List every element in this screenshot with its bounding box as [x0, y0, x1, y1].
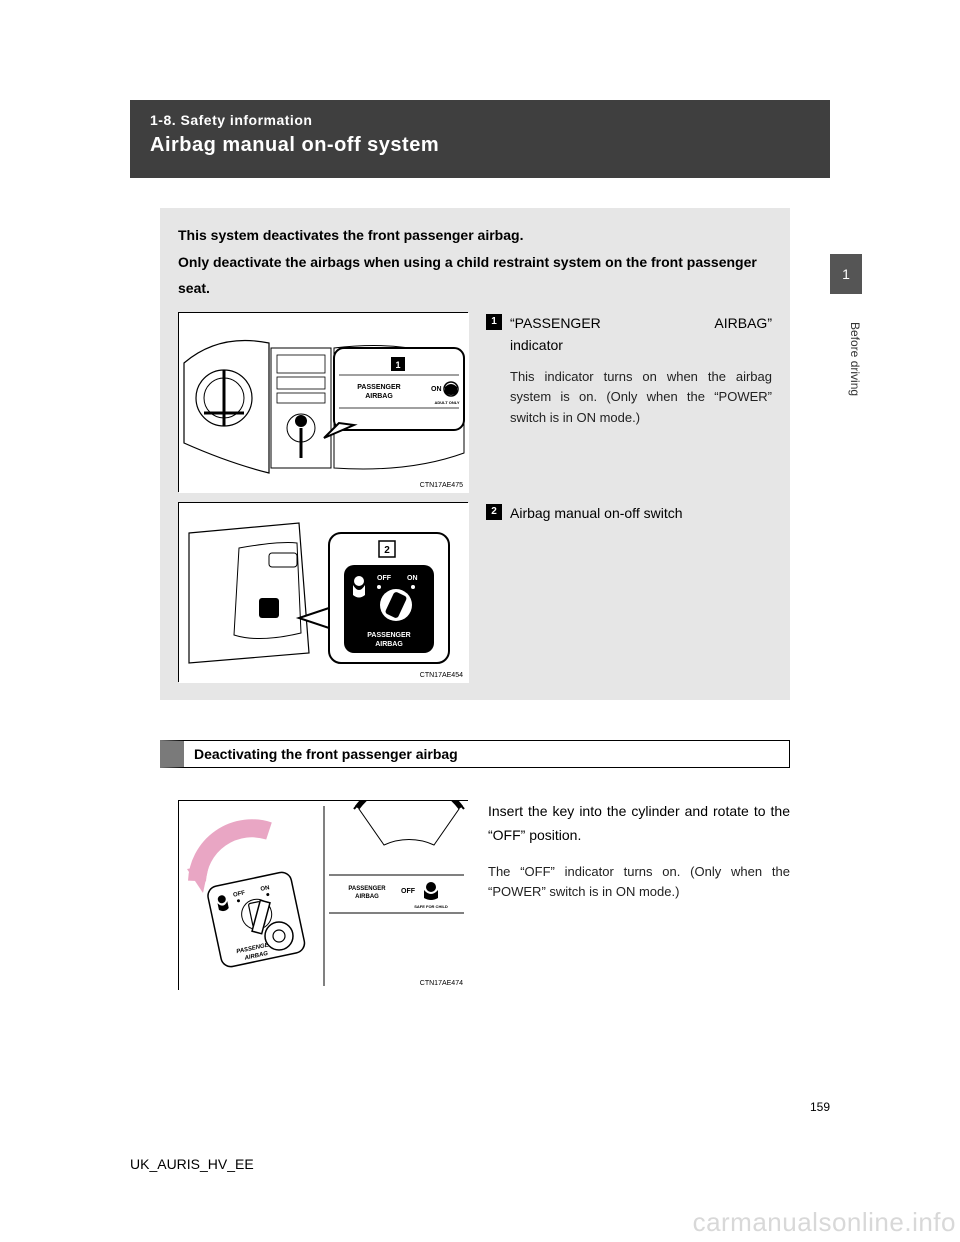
figure-2-svg: 2 OFF ON PASSENGER AIRBAG [179, 503, 469, 683]
item-1-copy: 1 “PASSENGERAIRBAG” indicator This indic… [486, 312, 772, 492]
svg-text:2: 2 [384, 545, 390, 556]
svg-text:ON: ON [407, 575, 418, 582]
svg-text:ADULT ONLY: ADULT ONLY [434, 400, 459, 405]
item-2-lead-text: Airbag manual on-off switch [510, 502, 772, 524]
chapter-label: Before driving [830, 322, 862, 396]
figure-1-svg: 1 PASSENGER AIRBAG ON ADULT ONLY [179, 313, 469, 493]
svg-text:ON: ON [431, 386, 442, 393]
item-2-copy: 2 Airbag manual on-off switch [486, 502, 772, 682]
page-number: 159 [810, 1100, 830, 1114]
watermark: carmanualsonline.info [693, 1207, 956, 1238]
svg-text:OFF: OFF [401, 888, 416, 895]
row-2: 2 OFF ON PASSENGER AIRBAG CTN17AE [178, 502, 772, 682]
item-2-lead: 2 Airbag manual on-off switch [486, 502, 772, 524]
item-1-desc: This indicator turns on when the airbag … [486, 367, 772, 429]
intro-box: This system deactivates the front passen… [160, 208, 790, 700]
figure-3-svg: OFF ON PASSENGER AIRBAG [179, 801, 469, 991]
svg-text:PASSENGER: PASSENGER [357, 384, 400, 391]
document-code: UK_AURIS_HV_EE [130, 1156, 254, 1172]
section-label: 1-8. Safety information [150, 112, 810, 128]
chapter-number: 1 [830, 254, 862, 294]
figure-3: OFF ON PASSENGER AIRBAG [178, 800, 468, 990]
svg-text:PASSENGER: PASSENGER [348, 886, 386, 892]
deactivate-p1: Insert the key into the cylinder and rot… [488, 800, 790, 848]
item-1-lead-text: “PASSENGERAIRBAG” indicator [510, 312, 772, 357]
callout-2-box: 2 [486, 504, 502, 520]
item-1-lead: 1 “PASSENGERAIRBAG” indicator [486, 312, 772, 357]
figure-2-code: CTN17AE454 [420, 672, 463, 679]
svg-text:1: 1 [395, 360, 400, 370]
figure-2: 2 OFF ON PASSENGER AIRBAG CTN17AE [178, 502, 468, 682]
svg-text:OFF: OFF [377, 575, 392, 582]
figure-3-code: CTN17AE474 [420, 980, 463, 987]
intro-line-2: Only deactivate the airbags when using a… [178, 249, 772, 302]
intro-line-1: This system deactivates the front passen… [178, 222, 772, 249]
svg-text:AIRBAG: AIRBAG [365, 393, 393, 400]
figure-1: 1 PASSENGER AIRBAG ON ADULT ONLY CTN17AE… [178, 312, 468, 492]
callout-1-box: 1 [486, 314, 502, 330]
figure-1-code: CTN17AE475 [420, 482, 463, 489]
page-header: 1-8. Safety information Airbag manual on… [130, 100, 830, 178]
deactivate-copy: Insert the key into the cylinder and rot… [488, 800, 790, 990]
svg-text:SAFE FOR CHILD: SAFE FOR CHILD [414, 904, 448, 909]
side-tab: 1 Before driving [830, 254, 862, 396]
page-title: Airbag manual on-off system [150, 134, 810, 157]
svg-text:AIRBAG: AIRBAG [375, 641, 403, 648]
deactivate-row: OFF ON PASSENGER AIRBAG [178, 800, 790, 990]
deactivate-p2: The “OFF” indicator turns on. (Only when… [488, 862, 790, 904]
svg-text:AIRBAG: AIRBAG [355, 894, 379, 900]
row-1: 1 PASSENGER AIRBAG ON ADULT ONLY CTN17AE… [178, 312, 772, 492]
subheading: Deactivating the front passenger airbag [160, 740, 790, 768]
svg-text:PASSENGER: PASSENGER [367, 632, 410, 639]
page: 1-8. Safety information Airbag manual on… [0, 0, 960, 1242]
